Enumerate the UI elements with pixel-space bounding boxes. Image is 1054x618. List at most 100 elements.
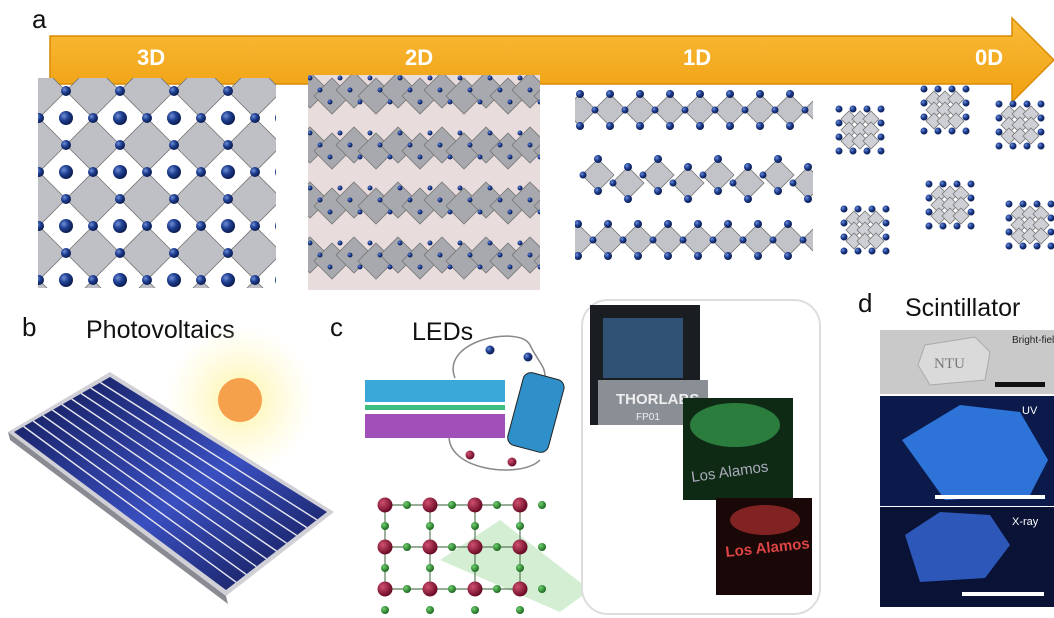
octahedron [173, 225, 229, 281]
scale-bar [962, 592, 1044, 596]
atom [38, 275, 44, 285]
atom [953, 180, 961, 188]
atom [517, 130, 523, 136]
atom [835, 133, 843, 141]
atom [327, 99, 333, 105]
atom [467, 497, 483, 513]
atom [1047, 200, 1054, 208]
atom [882, 219, 890, 227]
panel-label: b [22, 312, 36, 342]
atom [507, 99, 513, 105]
atom [437, 87, 443, 93]
cell-line [32, 420, 247, 575]
atom [61, 86, 71, 96]
atom [115, 248, 125, 258]
atom [477, 264, 483, 270]
atom [38, 221, 44, 231]
atom [925, 208, 933, 216]
atom [5, 57, 19, 71]
atom [347, 252, 353, 258]
atom [448, 585, 456, 593]
atom [407, 87, 413, 93]
atom [417, 154, 423, 160]
atom [337, 75, 343, 81]
atom [624, 163, 632, 171]
atom [739, 236, 747, 244]
atom [816, 122, 824, 130]
atom [863, 147, 871, 155]
atom [223, 194, 233, 204]
panel-title: Scintillator [905, 294, 1020, 322]
atom [59, 327, 73, 341]
atom [7, 248, 17, 258]
atom [527, 252, 533, 258]
atom [835, 105, 843, 113]
atom [854, 205, 862, 213]
atom [606, 122, 614, 130]
atom [634, 252, 642, 260]
atom [447, 99, 453, 105]
atom [804, 195, 812, 203]
atom [447, 264, 453, 270]
atom [877, 105, 885, 113]
atom [507, 264, 513, 270]
dimension-label: 3D [137, 45, 165, 70]
atom [357, 99, 363, 105]
atom [447, 209, 453, 215]
atom [538, 501, 546, 509]
atom [115, 302, 125, 312]
atom [493, 585, 501, 593]
octahedron [38, 225, 67, 281]
atom [1037, 114, 1045, 122]
atom [953, 222, 961, 230]
atom [920, 113, 928, 121]
cell-line [52, 409, 267, 560]
atom [1009, 100, 1017, 108]
cell-line [71, 398, 287, 544]
atom [769, 236, 777, 244]
solar-panel [14, 377, 327, 590]
atom [477, 154, 483, 160]
atom [560, 237, 567, 244]
atom [967, 222, 975, 230]
atom [634, 220, 642, 228]
atom [417, 209, 423, 215]
cell-line [100, 381, 318, 521]
atom [327, 209, 333, 215]
layer [365, 414, 505, 438]
photo-label: Bright-field [1012, 335, 1054, 346]
atom [1047, 228, 1054, 236]
atom [925, 180, 933, 188]
atom [38, 113, 44, 123]
atom [467, 252, 473, 258]
atom [575, 252, 582, 260]
atom [849, 147, 857, 155]
atom [724, 252, 732, 260]
atom [962, 113, 970, 121]
atom [576, 122, 584, 130]
atom [5, 111, 19, 125]
atom [849, 105, 857, 113]
light-beam [440, 520, 590, 612]
atom [7, 194, 17, 204]
atom [684, 195, 692, 203]
atom [694, 220, 702, 228]
octahedron [38, 171, 67, 227]
octahedron [65, 225, 121, 281]
atom [877, 119, 885, 127]
atom [925, 194, 933, 202]
atom [426, 606, 434, 614]
atom [381, 606, 389, 614]
solar-panel-edge [8, 432, 228, 604]
atom [367, 240, 373, 246]
atom [427, 185, 433, 191]
atom [726, 90, 734, 98]
atom [1023, 100, 1031, 108]
octahedron [119, 171, 175, 227]
octahedron [711, 223, 745, 257]
atom [493, 501, 501, 509]
atom [517, 185, 523, 191]
octahedron [533, 199, 540, 213]
atom [493, 543, 501, 551]
atom [882, 233, 890, 241]
